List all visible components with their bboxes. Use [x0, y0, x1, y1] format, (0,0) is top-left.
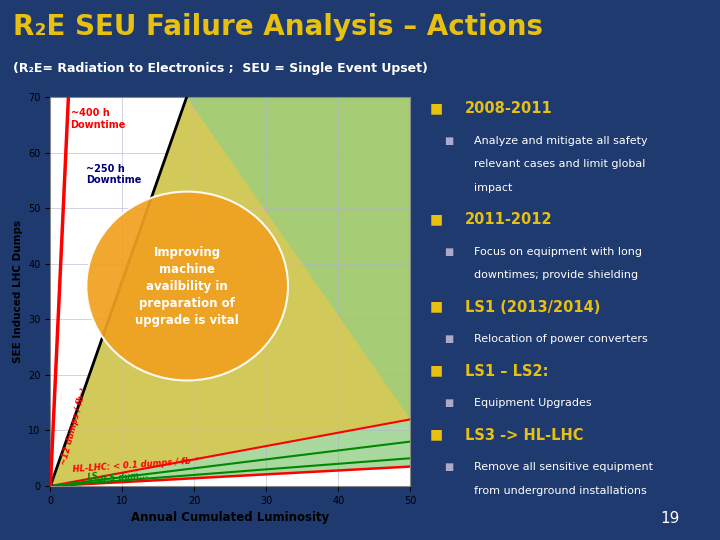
- X-axis label: Annual Cumulated Luminosity: Annual Cumulated Luminosity: [131, 511, 330, 524]
- Text: R₂E SEU Failure Analysis – Actions: R₂E SEU Failure Analysis – Actions: [13, 13, 543, 41]
- Text: ■: ■: [444, 398, 454, 408]
- Text: LS...: LS...: [86, 471, 108, 482]
- Text: (R₂E= Radiation to Electronics ;  SEU = Single Event Upset): (R₂E= Radiation to Electronics ; SEU = S…: [13, 62, 428, 75]
- Polygon shape: [50, 442, 410, 486]
- Text: ■: ■: [430, 428, 443, 442]
- Text: 19: 19: [660, 511, 679, 526]
- Text: from underground installations: from underground installations: [474, 485, 647, 496]
- Text: 2011-2012: 2011-2012: [465, 212, 552, 227]
- Text: LS1 – LS2:: LS1 – LS2:: [465, 364, 549, 379]
- Text: ■: ■: [444, 136, 454, 146]
- Text: impact: impact: [474, 183, 512, 193]
- Text: 2008-2011: 2008-2011: [465, 102, 553, 116]
- Text: LS1 (2013/2014): LS1 (2013/2014): [465, 300, 600, 315]
- Text: ■: ■: [444, 462, 454, 472]
- Text: relevant cases and limit global: relevant cases and limit global: [474, 159, 645, 169]
- Text: downtimes; provide shielding: downtimes; provide shielding: [474, 270, 638, 280]
- Text: ■: ■: [430, 300, 443, 314]
- Polygon shape: [50, 97, 410, 486]
- Text: ■: ■: [430, 212, 443, 226]
- Text: ~400 h
Downtime: ~400 h Downtime: [71, 109, 126, 130]
- Polygon shape: [50, 97, 410, 486]
- Text: Focus on equipment with long: Focus on equipment with long: [474, 247, 642, 256]
- Text: Remove all sensitive equipment: Remove all sensitive equipment: [474, 462, 653, 472]
- Text: <0.5 dum...: <0.5 dum...: [94, 470, 149, 485]
- Text: ~12 dumps / fb⁻¹: ~12 dumps / fb⁻¹: [59, 387, 89, 466]
- Polygon shape: [50, 97, 410, 486]
- Text: Analyze and mitigate all safety: Analyze and mitigate all safety: [474, 136, 647, 146]
- Text: ■: ■: [430, 364, 443, 377]
- Text: Relocation of power converters: Relocation of power converters: [474, 334, 647, 344]
- Text: HL-LHC: < 0.1 dumps / fb⁻¹: HL-LHC: < 0.1 dumps / fb⁻¹: [72, 456, 199, 474]
- Ellipse shape: [86, 192, 288, 381]
- Text: Improving
machine
availbility in
preparation of
upgrade is vital: Improving machine availbility in prepara…: [135, 246, 239, 327]
- Text: ■: ■: [430, 102, 443, 115]
- Text: ~250 h
Downtime: ~250 h Downtime: [86, 164, 142, 185]
- Text: Equipment Upgrades: Equipment Upgrades: [474, 398, 591, 408]
- Text: LS3 -> HL-LHC: LS3 -> HL-LHC: [465, 428, 583, 443]
- Text: ■: ■: [444, 247, 454, 256]
- Y-axis label: SEE Induced LHC Dumps: SEE Induced LHC Dumps: [13, 220, 23, 363]
- Text: ■: ■: [444, 334, 454, 344]
